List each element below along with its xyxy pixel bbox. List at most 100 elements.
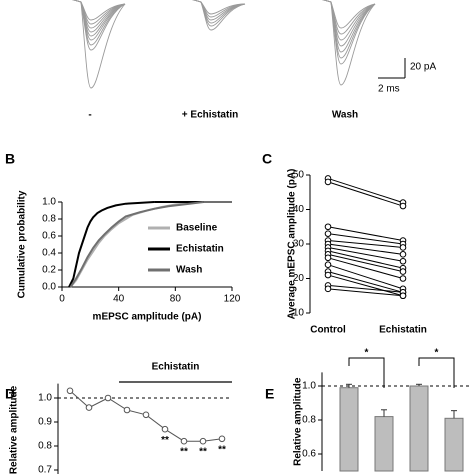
y-tick-label: 0.8	[38, 441, 52, 452]
legend-label: Baseline	[176, 223, 218, 234]
trace	[322, 0, 376, 41]
pair-line	[327, 243, 404, 255]
data-point	[85, 404, 93, 411]
y-tick-label: 0.7	[38, 465, 52, 474]
significance: *	[435, 348, 439, 359]
panel-letter: B	[5, 151, 15, 167]
y-tick-label: 0.6	[302, 449, 316, 460]
x-tick-label: 120	[224, 294, 241, 305]
y-tick-label: 1.0	[302, 381, 316, 392]
trace	[72, 0, 126, 89]
pair-point	[399, 257, 407, 265]
pair-point	[399, 251, 407, 258]
significance: **	[161, 435, 169, 446]
y-axis-label: Cumulative probability	[17, 190, 28, 298]
condition-label: -	[88, 110, 91, 121]
y-tick-label: 1.0	[38, 393, 52, 404]
pair-point	[399, 275, 407, 282]
pair-point	[324, 223, 332, 231]
trace	[192, 0, 246, 24]
y-axis-label: Relative amplitude	[293, 377, 304, 466]
significance: *	[365, 348, 369, 359]
pair-point	[324, 254, 332, 262]
trace-panel	[72, 0, 376, 89]
panel-letter: D	[5, 386, 15, 402]
bar	[409, 385, 429, 472]
trace	[192, 0, 246, 18]
significance: **	[218, 445, 226, 456]
pair-point	[399, 244, 407, 251]
bar	[339, 387, 359, 472]
data-point	[161, 425, 169, 433]
trace	[322, 0, 376, 65]
data-point	[199, 437, 207, 445]
y-tick-label: 30	[293, 239, 305, 250]
pair-line	[327, 274, 404, 297]
pair-line	[327, 288, 404, 297]
pair-line	[327, 253, 404, 273]
data-point	[142, 411, 150, 419]
cdf-line	[69, 201, 204, 288]
y-tick-label: 0.8	[42, 214, 56, 225]
data-point	[123, 406, 131, 414]
y-tick-label: 40	[293, 204, 305, 215]
data-point	[66, 387, 74, 395]
y-tick-label: 50	[293, 170, 305, 181]
pair-line	[327, 264, 404, 290]
cdf-line	[68, 201, 155, 288]
x-tick-label: 80	[170, 294, 182, 305]
pair-point	[324, 178, 332, 186]
trace	[192, 0, 246, 21]
treatment-label: Echistatin	[152, 362, 200, 373]
pair-line	[327, 271, 404, 293]
bar	[374, 416, 394, 472]
panel-letter: C	[262, 151, 272, 167]
trace	[72, 0, 126, 51]
pair-line	[327, 226, 404, 242]
trace	[192, 0, 246, 31]
pair-line	[327, 240, 404, 248]
bar	[444, 417, 464, 472]
y-axis-label: Average mEPSC amplitude (pA)	[287, 169, 298, 320]
condition-label: + Echistatin	[182, 110, 238, 121]
trace	[72, 0, 126, 33]
x-tick-label: Control	[310, 325, 346, 336]
pair-point	[399, 202, 407, 210]
y-tick-label: 10	[293, 308, 305, 319]
pair-line	[327, 181, 404, 207]
x-axis-label: mEPSC amplitude (pA)	[93, 312, 202, 323]
pair-line	[327, 177, 404, 204]
data-point	[180, 437, 188, 445]
pair-line	[327, 233, 404, 245]
pair-line	[327, 246, 404, 262]
pair-line	[327, 250, 404, 269]
legend-label: Echistatin	[176, 244, 224, 255]
y-tick-label: 0.0	[42, 282, 56, 293]
y-tick-label: 0.6	[42, 231, 56, 242]
y-tick-label: 0.8	[302, 415, 316, 426]
pair-point	[399, 268, 407, 275]
trace	[72, 0, 126, 29]
y-axis-label: Relative amplitude	[9, 385, 20, 474]
pair-point	[324, 261, 332, 269]
pair-point	[324, 285, 332, 293]
y-tick-label: 1.0	[42, 197, 56, 208]
significance-bracket	[418, 357, 455, 388]
data-point	[218, 435, 226, 443]
x-tick-label: 40	[113, 294, 125, 305]
pair-point	[324, 230, 332, 237]
trace	[322, 0, 376, 86]
pair-line	[327, 257, 404, 279]
x-tick-label: Echistatin	[379, 325, 427, 336]
y-tick-label: 20	[293, 273, 305, 284]
condition-label: Wash	[332, 110, 358, 121]
pair-point	[324, 271, 332, 279]
scale-label: 2 ms	[378, 84, 400, 95]
significance: **	[180, 447, 188, 458]
panel-letter: E	[265, 386, 274, 402]
x-tick-label: 0	[59, 294, 65, 305]
legend-label: Wash	[176, 265, 202, 276]
trace	[72, 0, 126, 25]
